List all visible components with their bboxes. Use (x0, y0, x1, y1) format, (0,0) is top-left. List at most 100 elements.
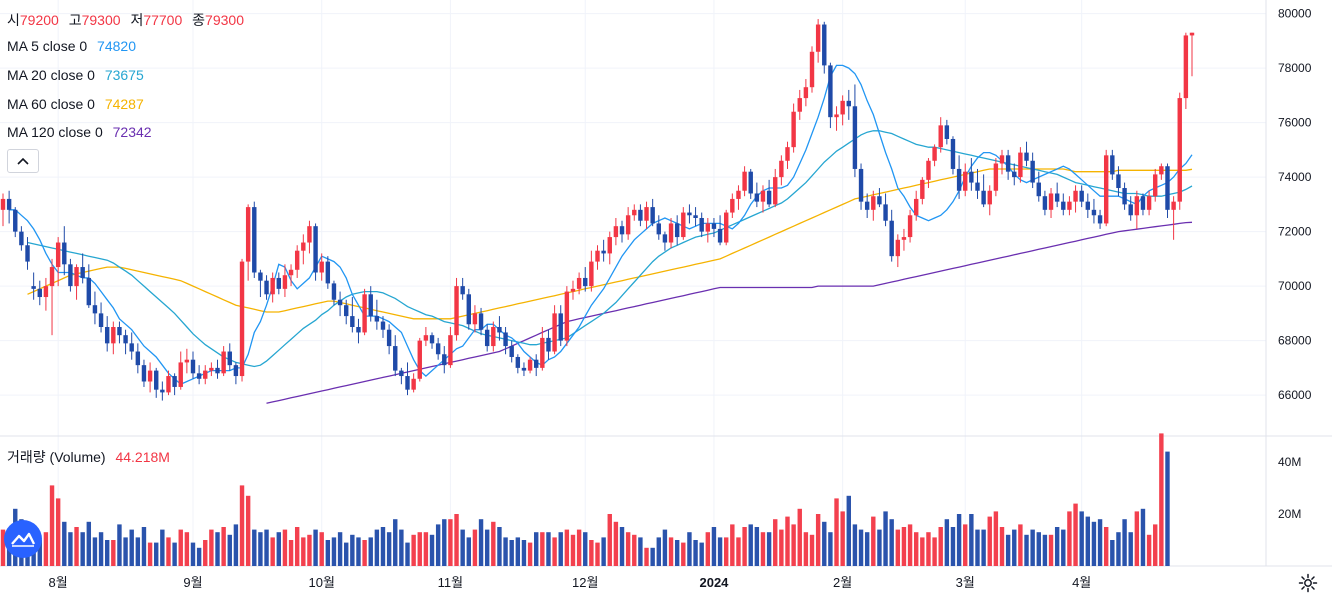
volume-bar (546, 532, 551, 566)
volume-bar (1024, 534, 1029, 566)
candle-body (644, 207, 649, 221)
candle-body (331, 283, 337, 300)
candle-body (74, 267, 79, 287)
volume-bar (785, 516, 790, 566)
volume-bar (901, 527, 907, 566)
volume-bar (969, 514, 974, 566)
candle (1005, 149, 1011, 180)
candle-body (527, 359, 533, 371)
volume-bar (55, 498, 61, 566)
candle (190, 351, 196, 379)
ma5-legend[interactable]: MA 5 close 0 74820 (7, 38, 142, 54)
candle (963, 163, 968, 197)
volume-bar (503, 537, 508, 566)
candle-body (564, 291, 570, 341)
candle-body (1079, 190, 1084, 202)
volume-bar (564, 529, 570, 566)
volume-bar (656, 537, 661, 566)
candle (742, 166, 747, 197)
candle-body (380, 321, 386, 330)
candle (331, 280, 337, 306)
candle-body (1116, 174, 1121, 189)
volume-bar (558, 532, 563, 566)
candle-body (828, 65, 833, 118)
candle-body (521, 367, 527, 371)
candle-body (319, 261, 324, 273)
candle-body (491, 327, 496, 347)
volume-bar (638, 537, 643, 566)
candle-body (1030, 160, 1035, 183)
volume-bar (889, 519, 894, 566)
candle (196, 365, 202, 385)
candle (393, 335, 398, 377)
candle-body (681, 212, 686, 238)
candle (484, 324, 490, 352)
candle-body (546, 337, 551, 352)
volume-bar (49, 485, 55, 566)
candle-body (135, 351, 141, 366)
ma120-legend[interactable]: MA 120 close 0 72342 (7, 124, 158, 140)
volume-bar (527, 542, 533, 566)
volume-bar (288, 540, 294, 566)
candle-body (49, 267, 55, 287)
candle-body (245, 207, 251, 262)
volume-bar (1067, 511, 1072, 566)
gear-icon[interactable] (1297, 572, 1319, 594)
candle (889, 209, 894, 262)
candle-body (1110, 155, 1115, 175)
ma20-legend[interactable]: MA 20 close 0 73675 (7, 67, 150, 83)
tradingview-logo-icon[interactable] (4, 520, 42, 558)
volume-bar (705, 532, 711, 566)
ma60-legend[interactable]: MA 60 close 0 74287 (7, 96, 150, 112)
candle-body (356, 327, 361, 333)
price-tick-label: 78000 (1278, 61, 1312, 75)
volume-bar (178, 529, 183, 566)
candle (491, 321, 496, 352)
candle (478, 307, 484, 336)
candle (215, 359, 220, 379)
volume-bar (681, 542, 686, 566)
candle (313, 223, 318, 281)
candle-body (429, 335, 435, 344)
candle-body (693, 215, 698, 218)
volume-bar (858, 529, 864, 566)
volume-bar (895, 529, 901, 566)
candle-body (117, 327, 122, 336)
volume-bar (1103, 527, 1109, 566)
volume-bar (264, 529, 269, 566)
time-tick-label: 2024 (699, 575, 729, 590)
volume-bar (944, 519, 950, 566)
volume-bar (822, 521, 827, 566)
candle (803, 79, 809, 107)
candle (239, 258, 245, 382)
volume-bar (730, 524, 735, 566)
candle (111, 321, 116, 355)
volume-bar (1122, 519, 1127, 566)
candle (1153, 168, 1158, 202)
candle (344, 299, 349, 325)
volume-legend[interactable]: 거래량 (Volume) 44.218M (7, 447, 176, 467)
candle (773, 168, 778, 208)
volume-bar (1061, 529, 1066, 566)
volume-bar (871, 516, 876, 566)
candle-body (1134, 196, 1140, 216)
ma60-label: MA 60 close 0 (7, 96, 95, 112)
candle-body (68, 264, 73, 287)
candle (693, 207, 698, 227)
candle (527, 356, 533, 374)
candle-body (975, 182, 980, 191)
collapse-legend-button[interactable] (7, 149, 39, 173)
volume-bar (313, 529, 318, 566)
volume-bar (711, 527, 717, 566)
volume-bar (129, 529, 134, 566)
volume-bar (356, 537, 361, 566)
candle-body (374, 316, 380, 322)
volume-bar (1005, 534, 1011, 566)
candle-body (1018, 152, 1023, 178)
candle (938, 117, 943, 153)
candle (864, 193, 870, 218)
candle (25, 237, 30, 270)
volume-bar (472, 529, 478, 566)
candle-body (172, 376, 177, 387)
